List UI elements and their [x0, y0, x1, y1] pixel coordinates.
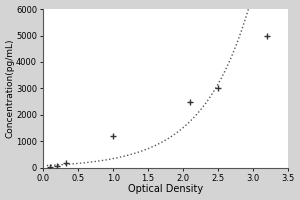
Y-axis label: Concentration(pg/mL): Concentration(pg/mL)	[6, 39, 15, 138]
X-axis label: Optical Density: Optical Density	[128, 184, 203, 194]
